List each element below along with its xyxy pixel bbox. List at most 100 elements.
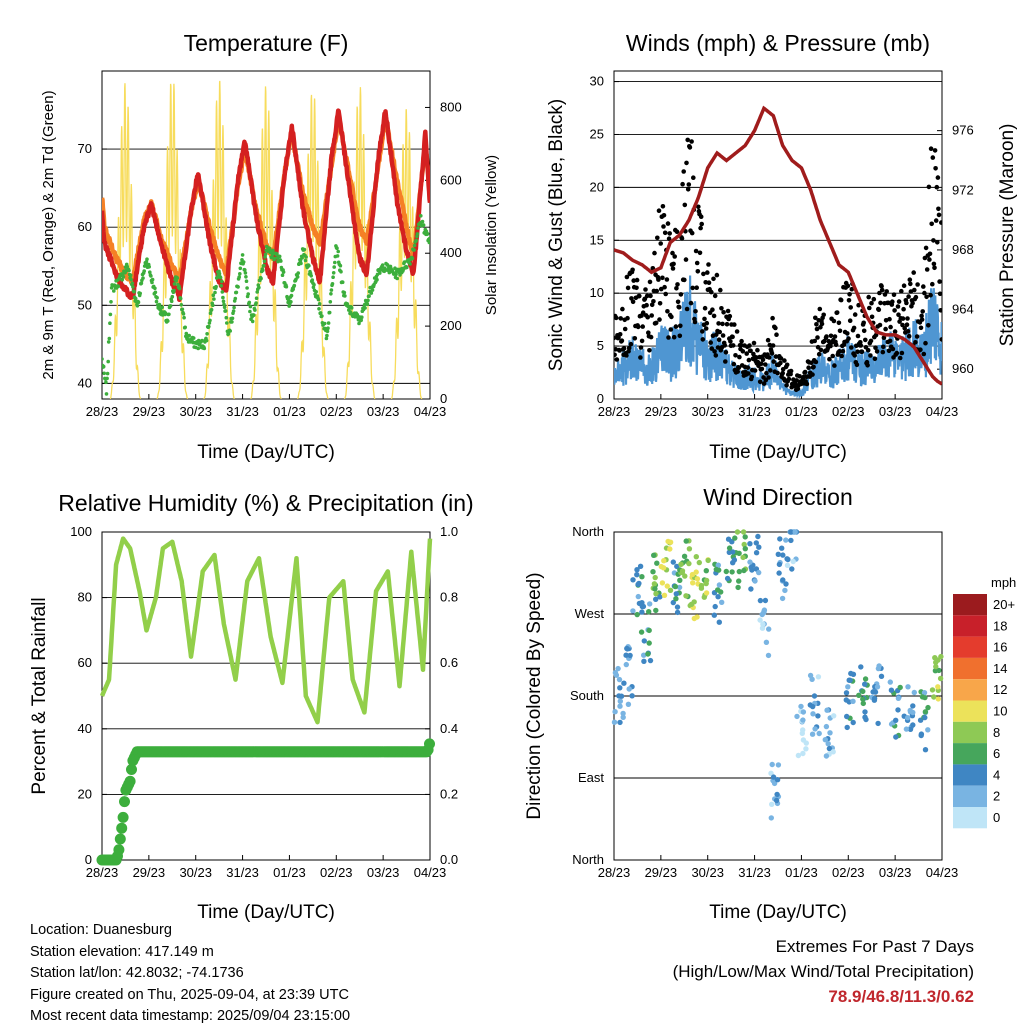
gust-point <box>813 359 819 365</box>
gust-point <box>872 356 878 362</box>
direction-point <box>652 586 658 592</box>
gust-point <box>672 254 677 259</box>
gust-point <box>867 305 872 311</box>
direction-point <box>740 529 747 535</box>
gust-point <box>675 299 681 305</box>
winds-y2tick-label: 968 <box>952 242 974 257</box>
direction-point <box>753 550 760 556</box>
direction-point <box>936 667 942 674</box>
direction-point <box>815 674 822 680</box>
dewpoint-point <box>363 306 367 310</box>
dewpoint-point <box>157 302 162 307</box>
gust-point <box>728 339 733 344</box>
dewpoint-point <box>375 277 379 282</box>
direction-point <box>825 741 831 747</box>
extremes-values: 78.9/46.8/11.3/0.62 <box>828 987 974 1006</box>
gust-point <box>784 383 789 388</box>
direction-point <box>653 591 659 597</box>
gust-point <box>669 314 674 320</box>
dewpoint-point <box>149 274 153 278</box>
extremes-subtitle: (High/Low/Max Wind/Total Precipitation) <box>672 962 974 981</box>
dewpoint-point <box>279 259 283 263</box>
gust-point <box>670 250 675 256</box>
gust-point <box>715 345 721 350</box>
direction-point <box>623 661 629 668</box>
gust-point <box>693 248 699 254</box>
gust-point <box>735 369 740 374</box>
dewpoint-point <box>136 300 141 305</box>
direction-point <box>620 714 626 720</box>
gust-point <box>634 277 640 283</box>
dewpoint-point <box>410 256 415 261</box>
direction-point <box>823 753 830 759</box>
dewpoint-point <box>330 282 335 286</box>
dewpoint-point <box>262 259 267 264</box>
dewpoint-point <box>106 359 110 364</box>
extremes-title: Extremes For Past 7 Days <box>775 937 974 956</box>
direction-point <box>736 550 742 556</box>
direction-point <box>938 653 944 660</box>
dewpoint-point <box>220 290 225 294</box>
dewpoint-point <box>182 315 186 320</box>
dewpoint-point <box>394 272 398 277</box>
gust-point <box>934 184 940 190</box>
direction-point <box>780 577 786 583</box>
legend-label: 0 <box>993 810 1000 825</box>
gust-point <box>830 353 835 359</box>
direction-point <box>843 690 850 696</box>
gust-point <box>887 316 892 322</box>
gust-point <box>888 324 893 330</box>
legend-label: 10 <box>993 704 1007 719</box>
gust-point <box>795 386 801 392</box>
gust-point <box>640 324 645 329</box>
temperature-panel: Temperature (F) Time (Day/UTC) 2m & 9m T… <box>40 30 500 463</box>
direction-series <box>611 529 944 821</box>
legend-swatch <box>953 679 987 701</box>
direction-point <box>911 689 917 696</box>
direction-point <box>683 593 689 599</box>
gust-point <box>737 354 742 360</box>
dewpoint-point <box>196 346 200 351</box>
dewpoint-point <box>222 302 226 307</box>
dewpoint-point <box>230 316 235 321</box>
gust-point <box>815 335 820 340</box>
legend-label: 4 <box>993 767 1000 782</box>
gust-point <box>851 325 857 331</box>
winds-xtick-label: 01/23 <box>785 404 818 419</box>
gust-point <box>824 334 829 339</box>
solar-insolation-line <box>297 94 329 399</box>
dewpoint-point <box>425 232 430 236</box>
direction-point <box>810 703 816 710</box>
direction-point <box>748 564 754 570</box>
direction-point <box>630 577 636 583</box>
winds-xtick-label: 03/23 <box>879 404 912 419</box>
legend-swatch <box>953 721 987 744</box>
dewpoint-point <box>225 321 229 325</box>
gust-point <box>684 306 690 312</box>
gust-point <box>834 310 840 315</box>
gust-point <box>661 213 667 218</box>
gust-point <box>868 353 873 358</box>
gust-point <box>647 348 652 353</box>
direction-point <box>759 625 766 631</box>
direction-point <box>742 534 748 540</box>
direction-point <box>910 722 916 728</box>
direction-point <box>641 638 647 644</box>
gust-point <box>827 356 832 362</box>
direction-point <box>612 709 618 715</box>
gust-point <box>761 381 767 386</box>
gust-point <box>731 361 737 367</box>
dewpoint-point <box>109 300 113 304</box>
dewpoint-point <box>253 308 257 312</box>
solar-insolation-line <box>156 83 189 399</box>
solar-insolation-line <box>109 83 142 399</box>
direction-xtick-label: 30/23 <box>691 865 724 880</box>
dewpoint-point <box>367 294 371 298</box>
gust-point <box>718 287 723 293</box>
legend-label: 12 <box>993 682 1007 697</box>
gust-point <box>716 321 721 326</box>
gust-point <box>634 285 639 291</box>
direction-point <box>715 562 721 568</box>
dewpoint-point <box>370 288 375 292</box>
direction-point <box>748 586 754 592</box>
